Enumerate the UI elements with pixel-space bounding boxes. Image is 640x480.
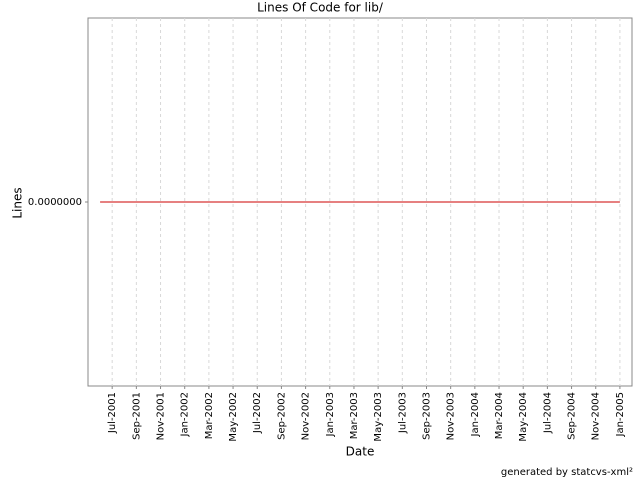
footer: generated by statcvs-xml² <box>501 467 633 478</box>
x-tick-label: Jul-2002 <box>252 392 263 434</box>
chart-title: Lines Of Code for lib/ <box>257 1 384 15</box>
x-tick-label: Jan-2004 <box>470 392 481 437</box>
x-tick-label: Nov-2001 <box>156 392 167 440</box>
y-axis-label: Lines <box>11 187 25 218</box>
x-tick-label: Nov-2003 <box>446 392 457 440</box>
x-tick-label: May-2004 <box>518 392 529 442</box>
x-tick-label: Sep-2002 <box>276 392 287 440</box>
x-axis-label: Date <box>346 445 375 459</box>
x-tick-label: May-2003 <box>373 392 384 442</box>
y-tick-label: 0.0000000 <box>28 197 82 208</box>
x-tick-label: Jul-2001 <box>107 392 118 434</box>
x-tick-label: Nov-2004 <box>591 392 602 440</box>
x-tick-label: Jul-2003 <box>397 392 408 434</box>
x-tick-label: Sep-2003 <box>421 392 432 440</box>
x-tick-label: Mar-2004 <box>494 392 505 439</box>
x-tick-label: Jul-2004 <box>542 392 553 434</box>
x-tick-label: Sep-2001 <box>131 392 142 440</box>
x-tick-label: Sep-2004 <box>567 392 578 440</box>
x-tick-label: Mar-2003 <box>349 392 360 439</box>
x-tick-label: Jan-2002 <box>180 392 191 437</box>
x-tick-label: Jan-2005 <box>615 392 626 437</box>
x-tick-label: Mar-2002 <box>204 392 215 439</box>
x-tick-label: May-2002 <box>228 392 239 442</box>
x-tick-label: Jan-2003 <box>325 392 336 437</box>
x-tick-label: Nov-2002 <box>301 392 312 440</box>
